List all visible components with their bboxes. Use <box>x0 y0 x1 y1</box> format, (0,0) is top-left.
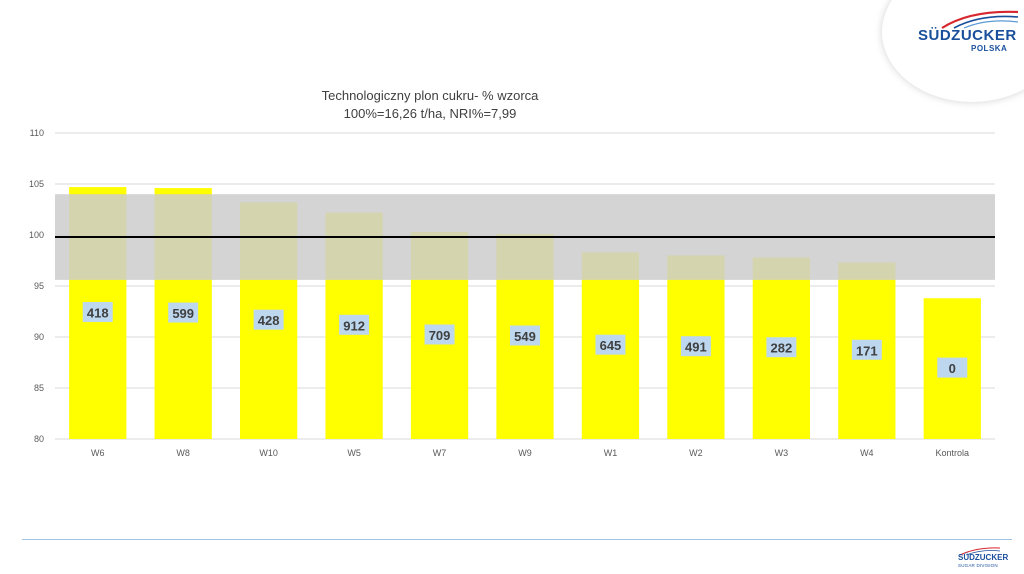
data-label-box <box>424 324 455 345</box>
x-tick-label: W2 <box>689 448 703 458</box>
y-tick-label: 90 <box>34 332 44 342</box>
data-label-box <box>510 325 540 346</box>
data-label: 645 <box>600 338 622 353</box>
data-label: 912 <box>343 318 365 333</box>
x-tick-label: W10 <box>259 448 278 458</box>
data-label: 709 <box>429 328 451 343</box>
y-tick-label: 110 <box>30 128 44 138</box>
footer-logo-sub: SUGAR DIVISION <box>958 563 998 568</box>
data-label-box <box>851 339 882 360</box>
y-tick-label: 100 <box>29 230 44 240</box>
x-tick-label: W1 <box>604 448 618 458</box>
x-tick-label: W9 <box>518 448 532 458</box>
data-label: 418 <box>87 306 109 321</box>
data-label-box <box>339 314 370 335</box>
data-label: 282 <box>771 341 793 356</box>
y-tick-label: 105 <box>29 179 44 189</box>
data-label: 599 <box>172 306 194 321</box>
data-label-box <box>680 336 711 357</box>
x-tick-label: W8 <box>176 448 190 458</box>
data-label-box <box>937 357 968 378</box>
y-tick-label: 80 <box>34 434 44 444</box>
data-label: 0 <box>949 361 956 376</box>
footer-logo-icon <box>959 547 1001 556</box>
x-tick-label: Kontrola <box>936 448 970 458</box>
y-tick-label: 95 <box>34 281 44 291</box>
data-label: 428 <box>258 313 280 328</box>
data-label: 171 <box>856 343 878 358</box>
y-tick-label: 85 <box>34 383 44 393</box>
logo-sub: POLSKA <box>971 44 1008 53</box>
logo-brand: SÜDZUCKER <box>918 27 1017 44</box>
chart-subtitle: 100%=16,26 t/ha, NRI%=7,99 <box>343 106 517 121</box>
footer-logo-brand: SÜDZUCKER <box>958 553 1009 562</box>
data-label-box <box>253 309 284 330</box>
chart-title: Technologiczny plon cukru- % wzorca <box>321 88 539 103</box>
x-tick-label: W5 <box>347 448 361 458</box>
data-label-box <box>82 302 113 323</box>
x-tick-label: W6 <box>91 448 105 458</box>
data-label: 491 <box>685 340 707 355</box>
x-tick-label: W4 <box>860 448 874 458</box>
logo-swoosh-icon <box>941 10 1019 29</box>
x-tick-label: W7 <box>433 448 447 458</box>
data-label-box <box>168 302 199 323</box>
data-label-box <box>595 334 626 355</box>
x-tick-label: W3 <box>775 448 789 458</box>
data-label: 549 <box>514 329 536 344</box>
data-label-box <box>766 337 797 358</box>
footer-divider <box>22 539 1012 540</box>
